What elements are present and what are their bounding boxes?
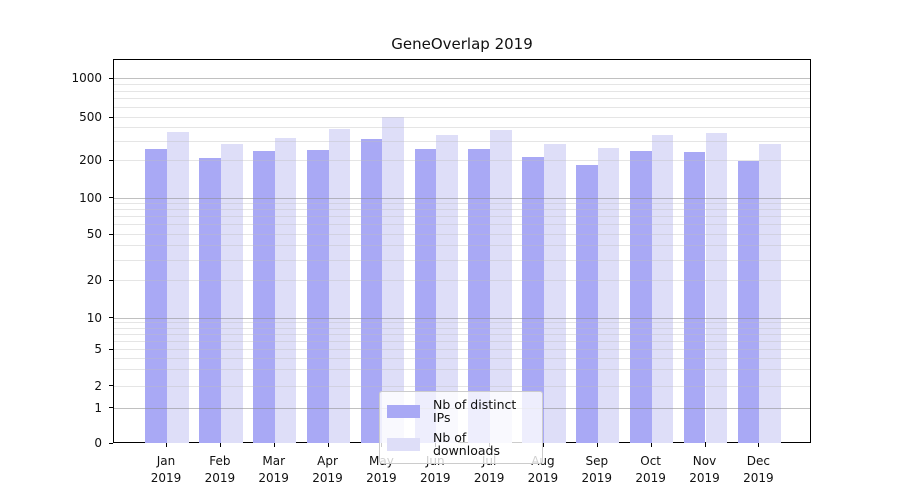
x-tick-mark-dec — [758, 443, 760, 447]
bar-nb-of-distinct-ips-jan — [145, 148, 167, 443]
bar-nb-of-distinct-ips-jul — [468, 148, 491, 443]
x-tick-mark-mar — [273, 443, 275, 447]
x-tick-mark-oct — [650, 443, 652, 447]
x-tick-label-dec: Dec 2019 — [743, 454, 774, 485]
bar-nb-of-distinct-ips-aug — [522, 156, 544, 443]
y-tick-label-1000: 1000 — [71, 71, 102, 86]
bar-nb-of-distinct-ips-oct — [629, 151, 652, 443]
bar-nb-of-downloads-sep — [597, 147, 620, 443]
y-tick-label-5: 5 — [94, 342, 102, 356]
y-tick-mark-100 — [109, 197, 113, 199]
y-tick-mark-5 — [109, 348, 113, 350]
x-tick-mark-nov — [704, 443, 706, 447]
y-tick-label-50: 50 — [86, 227, 102, 241]
y-tick-mark-20 — [109, 279, 113, 281]
bar-nb-of-downloads-oct — [651, 134, 674, 443]
legend-swatch-distinct-ips — [387, 404, 420, 418]
bar-nb-of-distinct-ips-sep — [576, 165, 598, 443]
x-tick-mark-jan — [166, 443, 167, 447]
y-tick-mark-50 — [109, 233, 113, 235]
legend-item-downloads: Nb of downloads — [387, 431, 536, 457]
y-tick-label-1: 1 — [94, 400, 102, 415]
bars-layer — [114, 60, 810, 443]
y-tick-label-0: 0 — [94, 436, 102, 450]
bar-nb-of-distinct-ips-feb — [199, 157, 221, 443]
y-tick-mark-200 — [109, 159, 113, 161]
y-tick-label-20: 20 — [86, 273, 102, 287]
x-tick-mark-aug — [542, 443, 544, 447]
x-tick-mark-feb — [219, 443, 221, 447]
plot-area: Nb of distinct IPs Nb of downloads — [113, 59, 811, 464]
y-tick-label-500: 500 — [79, 110, 102, 124]
bar-nb-of-distinct-ips-may — [360, 138, 383, 443]
y-tick-mark-500 — [109, 116, 113, 118]
y-tick-label-200: 200 — [79, 153, 102, 167]
y-tick-label-100: 100 — [79, 190, 102, 205]
bar-nb-of-downloads-jul — [490, 129, 512, 443]
bar-nb-of-downloads-nov — [705, 133, 728, 443]
bar-nb-of-distinct-ips-nov — [683, 152, 706, 443]
x-tick-label-sep: Sep 2019 — [581, 454, 613, 485]
x-tick-label-nov: Nov 2019 — [689, 454, 720, 485]
legend-swatch-downloads — [387, 437, 420, 451]
x-tick-mark-sep — [596, 443, 598, 447]
bar-nb-of-distinct-ips-dec — [737, 161, 760, 443]
bar-nb-of-downloads-mar — [274, 138, 297, 443]
y-tick-mark-1 — [109, 407, 113, 408]
bar-nb-of-downloads-feb — [220, 144, 243, 443]
bar-nb-of-downloads-dec — [759, 143, 782, 443]
chart-title: GeneOverlap 2019 — [391, 35, 533, 53]
x-tick-label-feb: Feb 2019 — [204, 454, 236, 485]
bar-nb-of-downloads-jun — [436, 134, 458, 443]
x-tick-label-jan: Jan 2019 — [150, 454, 182, 485]
y-tick-mark-1000 — [109, 77, 113, 79]
y-tick-mark-2 — [109, 385, 113, 386]
y-tick-mark-10 — [109, 317, 113, 318]
bar-nb-of-distinct-ips-apr — [306, 149, 329, 443]
x-tick-mark-apr — [327, 443, 329, 447]
y-tick-label-10: 10 — [86, 310, 102, 325]
legend-item-distinct-ips: Nb of distinct IPs — [387, 398, 536, 424]
bar-nb-of-distinct-ips-jun — [414, 148, 437, 443]
legend-label-downloads: Nb of downloads — [433, 430, 500, 458]
legend-label-distinct-ips: Nb of distinct IPs — [433, 397, 517, 425]
bar-nb-of-downloads-aug — [543, 144, 566, 443]
x-tick-label-oct: Oct 2019 — [635, 454, 666, 485]
legend: Nb of distinct IPs Nb of downloads — [379, 391, 543, 464]
x-tick-label-apr: Apr 2019 — [312, 454, 343, 485]
bar-nb-of-downloads-jan — [167, 132, 189, 443]
bar-nb-of-downloads-apr — [328, 129, 351, 443]
y-tick-label-2: 2 — [94, 378, 102, 393]
x-tick-label-mar: Mar 2019 — [258, 454, 289, 485]
bar-nb-of-distinct-ips-mar — [253, 151, 275, 443]
y-tick-mark-0 — [109, 442, 113, 444]
